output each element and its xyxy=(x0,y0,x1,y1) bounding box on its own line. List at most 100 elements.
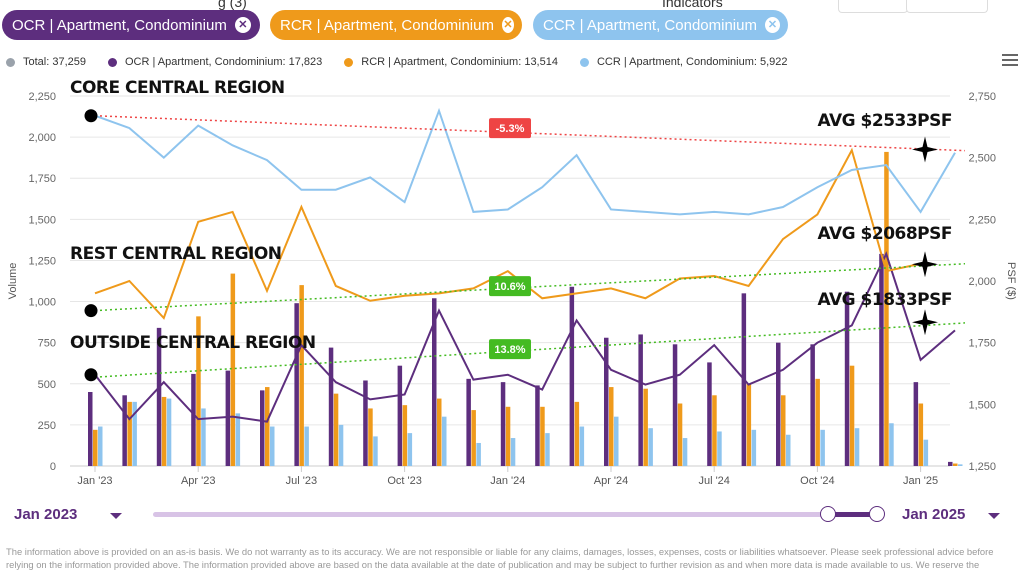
volume-bar-rcr xyxy=(471,410,476,466)
range-slider-track[interactable] xyxy=(153,512,877,517)
region-marker-dot xyxy=(84,304,98,318)
volume-bar-rcr xyxy=(643,388,648,466)
volume-bar-ccr xyxy=(476,442,481,466)
region-label: OUTSIDE CENTRAL REGION xyxy=(70,333,316,353)
close-icon[interactable]: ✕ xyxy=(501,17,514,33)
volume-bar-ccr xyxy=(786,434,791,466)
volume-bar-ccr xyxy=(235,413,241,466)
volume-bar-ocr xyxy=(466,378,471,466)
close-icon[interactable]: ✕ xyxy=(764,17,780,33)
x-tick-label: Apr '24 xyxy=(594,475,629,487)
volume-bar-rcr xyxy=(918,403,924,466)
y-axis-title-right: PSF ($) xyxy=(1005,262,1017,300)
volume-bar-rcr xyxy=(712,395,717,466)
filter-chip-rcr[interactable]: RCR | Apartment, Condominium ✕ xyxy=(270,10,522,40)
volume-bar-rcr xyxy=(781,395,786,466)
toolbar-button-fragment[interactable] xyxy=(838,0,908,13)
volume-bar-ocr xyxy=(913,382,919,466)
close-icon[interactable]: ✕ xyxy=(234,17,251,33)
x-tick-label: Jan '23 xyxy=(77,475,112,487)
volume-bar-rcr xyxy=(230,273,236,466)
y-tick-label-right: 2,750 xyxy=(968,91,996,103)
volume-bar-ocr xyxy=(638,334,643,466)
volume-bar-rcr xyxy=(815,378,820,466)
volume-bar-ocr xyxy=(397,365,403,466)
region-label: CORE CENTRAL REGION xyxy=(70,78,285,98)
y-axis-title-left: Volume xyxy=(7,263,19,300)
legend-item-ccr[interactable]: CCR | Apartment, Condominium: 5,922 xyxy=(579,56,788,68)
volume-bar-rcr xyxy=(196,316,201,466)
volume-bar-ocr xyxy=(879,253,884,466)
trend-badge-label: -5.3% xyxy=(496,123,525,135)
trend-badge xyxy=(489,118,531,139)
volume-bar-ocr xyxy=(328,347,334,466)
trend-badge-label: 13.8% xyxy=(494,344,525,356)
volume-bar-rcr xyxy=(402,405,408,466)
volume-bar-ccr xyxy=(407,433,413,466)
range-slider-handle-start[interactable] xyxy=(820,506,836,522)
legend-dot xyxy=(344,57,354,67)
y-tick-label-left: 1,750 xyxy=(28,173,56,185)
range-end-label[interactable]: Jan 2025 xyxy=(902,506,966,523)
x-tick-label: Oct '24 xyxy=(800,475,835,487)
volume-bar-rcr xyxy=(161,396,167,466)
volume-bar-ccr xyxy=(579,426,585,466)
range-start-label[interactable]: Jan 2023 xyxy=(14,506,78,523)
y-tick-label-left: 750 xyxy=(38,338,56,350)
chevron-down-icon[interactable] xyxy=(988,513,1000,519)
header-fragment-left: g (3) xyxy=(218,0,247,10)
volume-bar-rcr xyxy=(574,401,580,466)
volume-bar-ocr xyxy=(948,461,953,466)
range-slider-selection[interactable] xyxy=(828,512,877,517)
volume-bar-rcr xyxy=(505,406,511,466)
filter-chip-label: RCR | Apartment, Condominium xyxy=(280,16,494,34)
volume-bar-ccr xyxy=(373,436,378,466)
volume-bar-rcr xyxy=(299,285,304,466)
volume-bar-ccr xyxy=(751,429,757,466)
toolbar-button-fragment-2[interactable] xyxy=(906,0,988,13)
volume-bar-ocr xyxy=(844,291,850,466)
legend-dot xyxy=(108,57,117,67)
chevron-down-icon[interactable] xyxy=(110,513,122,519)
volume-bar-rcr xyxy=(540,406,545,466)
volume-bar-ccr xyxy=(854,428,860,466)
volume-bar-ocr xyxy=(569,286,575,466)
volume-bar-ccr xyxy=(614,416,619,466)
volume-bar-ccr xyxy=(304,426,309,466)
psf-line-rcr xyxy=(94,147,921,320)
avg-psf-label: AVG $2068PSF xyxy=(818,224,953,244)
legend-item-ocr[interactable]: OCR | Apartment, Condominium: 17,823 xyxy=(108,56,322,68)
volume-bar-ccr xyxy=(717,431,722,466)
region-marker-dot xyxy=(84,368,98,382)
y-tick-label-left: 1,500 xyxy=(28,214,56,226)
volume-bar-ccr xyxy=(923,439,929,466)
y-tick-label-right: 1,250 xyxy=(968,461,996,473)
volume-bar-ocr xyxy=(707,362,712,466)
volume-bar-ccr xyxy=(820,429,825,466)
volume-bar-ccr xyxy=(889,423,894,466)
volume-bar-ocr xyxy=(122,395,127,466)
filter-chip-ccr[interactable]: CCR | Apartment, Condominium ✕ xyxy=(533,10,788,40)
volume-psf-chart: 0 250 500 750 1,000 1,250 1,500 1,750 2,000 2,250… xyxy=(7,78,1017,487)
range-slider-handle-end[interactable] xyxy=(869,506,885,522)
trend-badge xyxy=(489,276,531,297)
trend-badge-label: 10.6% xyxy=(494,281,525,293)
volume-bar-ocr xyxy=(225,370,231,466)
volume-bar-ocr xyxy=(156,327,162,466)
filter-chip-ocr[interactable]: OCR | Apartment, Condominium ✕ xyxy=(2,10,260,40)
volume-bar-ocr xyxy=(363,380,368,466)
y-tick-label-left: 0 xyxy=(50,461,56,473)
legend-label: OCR | Apartment, Condominium: 17,823 xyxy=(125,56,323,68)
volume-bar-ocr xyxy=(672,344,678,466)
region-marker-dot xyxy=(84,109,98,123)
legend-item-rcr[interactable]: RCR | Apartment, Condominium: 13,514 xyxy=(344,56,558,68)
volume-bar-ccr xyxy=(510,438,516,466)
hamburger-menu-icon[interactable] xyxy=(1002,54,1018,68)
volume-bar-ccr xyxy=(958,464,963,466)
legend-dot xyxy=(6,57,15,67)
volume-bar-ocr xyxy=(88,392,93,466)
y-tick-label-left: 2,250 xyxy=(28,91,56,103)
y-tick-label-right: 2,500 xyxy=(968,153,996,165)
volume-bar-ocr xyxy=(810,344,815,466)
legend-item-total[interactable]: Total: 37,259 xyxy=(6,56,86,68)
